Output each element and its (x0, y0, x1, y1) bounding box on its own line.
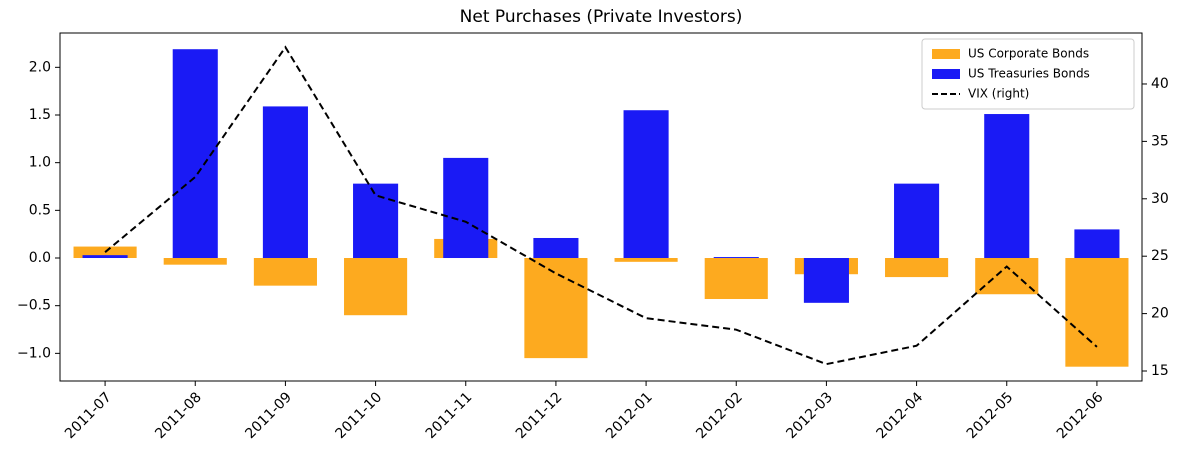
legend: US Corporate Bonds US Treasuries Bonds VIX… (921, 38, 1135, 110)
x-tick-label: 2011-08 (152, 389, 205, 442)
x-tick-label: 2012-02 (693, 389, 746, 442)
y-tick-label: 0.0 (29, 250, 51, 266)
y-tick-label: 2.0 (29, 59, 51, 75)
x-tick-label: 2011-11 (423, 389, 476, 442)
bar (262, 106, 308, 259)
bar (253, 258, 317, 286)
y-tick-label: 1.5 (29, 107, 51, 123)
y2-tick-label: 40 (1151, 76, 1169, 92)
x-tick-label: 2012-03 (783, 389, 836, 442)
bar (984, 114, 1030, 259)
bar (713, 257, 759, 259)
x-tick-label: 2012-06 (1054, 389, 1107, 442)
y2-tick-label: 20 (1151, 306, 1169, 322)
line (104, 45, 1098, 366)
x-tick-label: 2011-09 (242, 389, 295, 442)
x-tick-label: 2011-07 (62, 389, 115, 442)
x-tick-label: 2011-12 (513, 389, 566, 442)
y-tick-label: 0.5 (29, 202, 51, 218)
bar (1074, 229, 1120, 259)
plot-frame (59, 32, 1143, 382)
x-tick-label: 2012-04 (874, 389, 927, 442)
bar (885, 258, 949, 278)
y-tick-label: −0.5 (17, 298, 51, 314)
x-tick-label: 2012-05 (964, 389, 1017, 442)
y2-tick-label: 35 (1151, 133, 1169, 149)
bar (82, 255, 128, 259)
bar (533, 237, 579, 259)
y-tick-label: −1.0 (17, 345, 51, 361)
x-tick-label: 2011-10 (333, 389, 386, 442)
bar (614, 258, 678, 262)
x-tick-label: 2012-01 (603, 389, 656, 442)
legend-label: VIX (right) (968, 87, 1029, 101)
y2-tick-label: 15 (1151, 363, 1169, 379)
chart-title: Net Purchases (Private Investors) (460, 7, 743, 27)
legend-swatch (932, 49, 960, 59)
bar (704, 258, 768, 300)
bar (623, 110, 669, 259)
bar (1065, 258, 1129, 367)
y2-tick-label: 25 (1151, 248, 1169, 264)
legend-swatch (932, 69, 960, 79)
bar (524, 258, 588, 359)
legend-label: US Corporate Bonds (968, 47, 1089, 61)
bar (353, 183, 399, 259)
y-tick-label: 1.0 (29, 155, 51, 171)
bar (894, 183, 940, 259)
bar (163, 258, 227, 265)
bar (443, 157, 489, 259)
bar (975, 258, 1039, 295)
bar (344, 258, 408, 316)
legend-label: US Treasuries Bonds (968, 67, 1090, 81)
y2-tick-label: 30 (1151, 191, 1169, 207)
bar (73, 246, 137, 259)
legend-frame (921, 38, 1135, 110)
bar (803, 258, 849, 303)
